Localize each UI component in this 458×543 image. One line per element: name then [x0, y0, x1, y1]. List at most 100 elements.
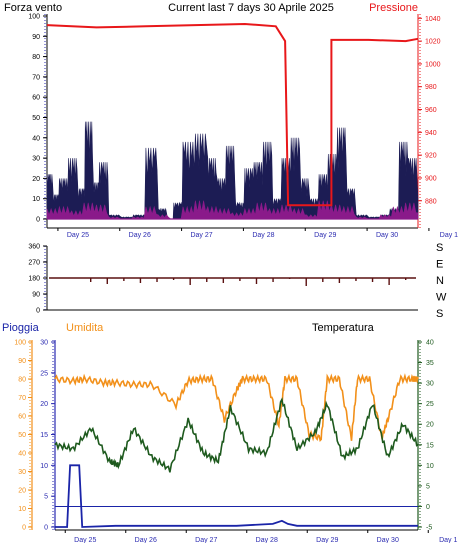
- wind-gust-area: [46, 121, 419, 220]
- humidity-tick-label: 90: [18, 358, 26, 365]
- wind-tick-label: 60: [32, 95, 40, 102]
- direction-mark: [305, 278, 307, 286]
- wind-tick-label: 90: [32, 34, 40, 41]
- direction-mark: [272, 278, 274, 282]
- humidity-tick-label: 80: [18, 377, 26, 384]
- day-label: Day 29: [314, 232, 336, 239]
- rain-tick-label: 10: [40, 463, 48, 470]
- direction-mark: [222, 278, 225, 283]
- humidity-tick-label: 30: [18, 469, 26, 476]
- temperature-tick-label: 20: [426, 422, 434, 429]
- wind-tick-label: 20: [32, 176, 40, 183]
- day-label: Day 27: [195, 537, 217, 543]
- compass-label: S: [436, 308, 443, 320]
- direction-mark: [139, 278, 142, 283]
- direction-mark: [338, 278, 341, 283]
- direction-mark: [355, 278, 357, 281]
- direction-tick-label: 180: [28, 276, 40, 283]
- wind-tick-label: 30: [32, 156, 40, 163]
- pressure-tick-label: 1020: [425, 39, 441, 46]
- wind-tick-label: 100: [28, 14, 40, 21]
- day-label: Day 1: [439, 537, 457, 543]
- temperature-title: Temperatura: [312, 322, 375, 334]
- wind-tick-label: 50: [32, 115, 40, 122]
- rain-tick-label: 20: [40, 401, 48, 408]
- direction-tick-label: 270: [28, 260, 40, 267]
- pressure-tick-label: 980: [425, 84, 437, 91]
- day-label: Day 30: [377, 537, 399, 543]
- day-label: Day 25: [74, 537, 96, 543]
- pressure-tick-label: 940: [425, 130, 437, 137]
- pressure-line: [46, 22, 419, 207]
- humidity-tick-label: 50: [18, 432, 26, 439]
- direction-mark: [156, 278, 158, 282]
- rain-title: Pioggia: [2, 322, 40, 334]
- rain-tick-label: 15: [40, 432, 48, 439]
- direction-mark: [189, 278, 191, 285]
- temperature-tick-label: 25: [426, 401, 434, 408]
- day-label: Day 26: [135, 537, 157, 543]
- wind-title: Forza vento: [4, 2, 62, 14]
- direction-mark: [371, 278, 374, 282]
- direction-mark: [239, 278, 241, 281]
- direction-mark: [123, 278, 125, 281]
- humidity-tick-label: 100: [14, 340, 26, 347]
- direction-mark: [322, 278, 324, 282]
- pressure-tick-label: 1040: [425, 16, 441, 23]
- day-label: Day 30: [376, 232, 398, 239]
- pressure-title: Pressione: [369, 2, 418, 14]
- compass-label: W: [436, 292, 447, 304]
- wind-tick-label: 80: [32, 54, 40, 61]
- wind-tick-label: 0: [36, 217, 40, 224]
- pressure-tick-label: 1000: [425, 61, 441, 68]
- pressure-tick-label: 880: [425, 198, 437, 205]
- rain-tick-label: 25: [40, 370, 48, 377]
- wind-tick-label: 10: [32, 196, 40, 203]
- temperature-line: [54, 397, 419, 473]
- humidity-tick-label: 40: [18, 451, 26, 458]
- temperature-tick-label: 5: [426, 483, 430, 490]
- direction-tick-label: 90: [32, 292, 40, 299]
- day-label: Day 28: [256, 537, 278, 543]
- direction-mark: [90, 278, 92, 282]
- compass-label: E: [436, 259, 443, 271]
- humidity-tick-label: 70: [18, 395, 26, 402]
- wind-tick-label: 70: [32, 74, 40, 81]
- day-label: Day 29: [316, 537, 338, 543]
- pressure-tick-label: 960: [425, 107, 437, 114]
- humidity-tick-label: 10: [18, 506, 26, 513]
- rain-line: [55, 464, 418, 528]
- chart-title: Current last 7 days 30 Aprile 2025: [168, 2, 334, 14]
- rain-humidity-temperature-panel: 0 10 20 30 40 50 60 70 80 90 100 0 5 10 15 20 25 30 -5 0 5 10…: [14, 340, 457, 543]
- day-label: Day 25: [67, 232, 89, 239]
- day-label: Day 27: [190, 232, 212, 239]
- day-label: Day 28: [252, 232, 274, 239]
- temperature-tick-label: 10: [426, 463, 434, 470]
- humidity-tick-label: 20: [18, 488, 26, 495]
- direction-mark: [388, 278, 390, 285]
- rain-tick-label: 30: [40, 340, 48, 347]
- pressure-tick-label: 900: [425, 175, 437, 182]
- compass-label: S: [436, 242, 443, 254]
- direction-mark: [255, 278, 258, 284]
- day-label: Day 26: [129, 232, 151, 239]
- temperature-tick-label: 15: [426, 442, 434, 449]
- temperature-tick-label: 0: [426, 504, 430, 511]
- temperature-tick-label: 40: [426, 340, 434, 347]
- temperature-tick-label: 35: [426, 360, 434, 367]
- day-label: Day 1: [440, 232, 458, 239]
- compass-label: N: [436, 275, 444, 287]
- direction-mark: [288, 278, 291, 279]
- direction-tick-label: 360: [28, 244, 40, 251]
- direction-mark: [405, 278, 407, 280]
- temperature-tick-label: -5: [426, 525, 432, 532]
- rain-tick-label: 5: [44, 494, 48, 501]
- wind-tick-label: 40: [32, 135, 40, 142]
- humidity-tick-label: 60: [18, 414, 26, 421]
- humidity-tick-label: 0: [22, 525, 26, 532]
- temperature-tick-label: 30: [426, 381, 434, 388]
- rain-tick-label: 0: [44, 525, 48, 532]
- direction-mark: [206, 278, 208, 282]
